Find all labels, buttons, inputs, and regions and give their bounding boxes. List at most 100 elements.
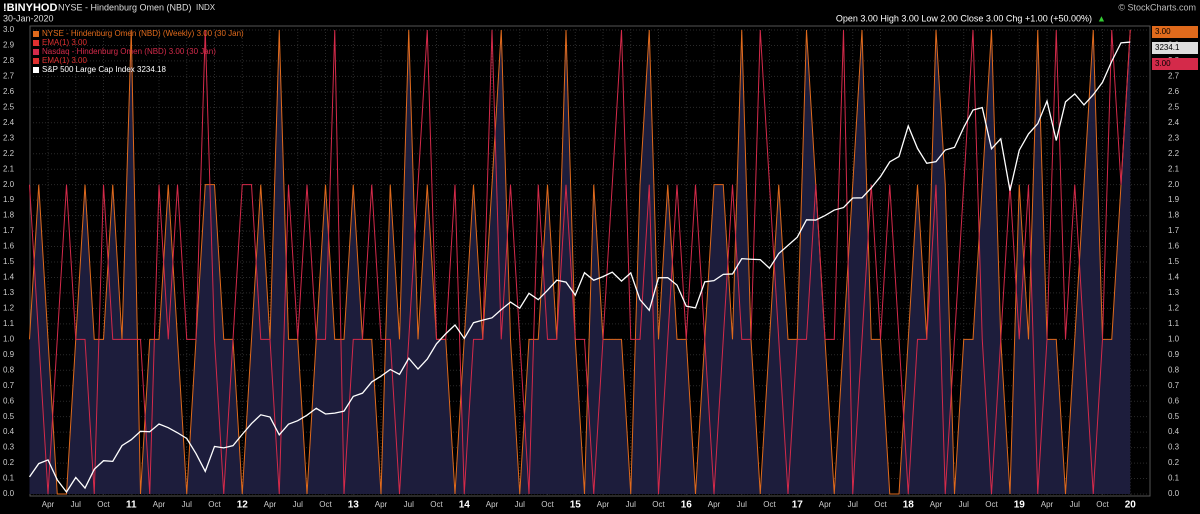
legend-swatch	[33, 58, 39, 64]
y-tick-label-right: 0.6	[1168, 396, 1180, 405]
y-tick-label: 2.3	[3, 133, 15, 142]
x-tick-label: Oct	[874, 500, 887, 509]
y-tick-label: 1.1	[3, 319, 15, 328]
date: 30-Jan-2020	[3, 13, 54, 23]
y-tick-label: 0.8	[3, 365, 15, 374]
x-tick-label: 12	[237, 500, 249, 511]
y-tick-label: 1.5	[3, 257, 15, 266]
y-tick-label-right: 1.8	[1168, 211, 1180, 220]
y-tick-label: 1.4	[3, 273, 15, 282]
credit: © StockCharts.com	[1118, 2, 1196, 12]
x-tick-label: Oct	[430, 500, 443, 509]
quote-arrow: ▲	[1097, 13, 1106, 23]
y-tick-label-right: 2.4	[1168, 118, 1180, 127]
y-tick-label-right: 0.8	[1168, 365, 1180, 374]
series-line	[28, 41, 1131, 494]
y-tick-label-right: 2.3	[1168, 133, 1180, 142]
y-tick-label: 2.2	[3, 149, 15, 158]
y-tick-label-right: 2.7	[1168, 72, 1180, 81]
y-tick-label-right: 1.1	[1168, 319, 1180, 328]
y-tick-label: 1.8	[3, 211, 15, 220]
index-name: NYSE - Hindenburg Omen (NBD)	[58, 2, 192, 12]
last-value-box	[1152, 26, 1198, 38]
x-tick-label: Apr	[42, 500, 55, 509]
x-tick-label: Jul	[404, 500, 414, 509]
y-tick-label: 3.0	[3, 25, 15, 34]
quote: Open 3.00 High 3.00 Low 2.00 Close 3.00 …	[836, 13, 1092, 23]
symbol: !BINYHOD	[3, 2, 57, 14]
last-value-box	[1152, 58, 1198, 70]
x-tick-label: Jul	[293, 500, 303, 509]
y-tick-label-right: 0.4	[1168, 427, 1180, 436]
x-tick-label: 19	[1014, 500, 1026, 511]
x-tick-label: 14	[459, 500, 471, 511]
y-tick-label-right: 0.0	[1168, 489, 1180, 498]
x-tick-label: Oct	[541, 500, 554, 509]
x-tick-label: Apr	[1041, 500, 1054, 509]
y-tick-label-right: 1.4	[1168, 273, 1180, 282]
y-tick-label: 2.1	[3, 164, 15, 173]
x-tick-label: Apr	[708, 500, 721, 509]
x-tick-label: Jul	[515, 500, 525, 509]
y-tick-label: 2.7	[3, 72, 15, 81]
x-tick-label: 16	[681, 500, 693, 511]
last-value-box	[1152, 42, 1198, 54]
x-tick-label: Apr	[819, 500, 832, 509]
x-tick-label: 11	[126, 500, 137, 511]
x-tick-label: Apr	[930, 500, 943, 509]
y-tick-label: 1.3	[3, 288, 15, 297]
legend-swatch	[33, 31, 39, 37]
x-tick-label: Oct	[97, 500, 110, 509]
y-tick-label-right: 1.9	[1168, 195, 1180, 204]
y-tick-label-right: 1.0	[1168, 334, 1180, 343]
x-tick-label: 18	[903, 500, 915, 511]
series-line	[29, 29, 1131, 495]
y-tick-label: 1.6	[3, 242, 15, 251]
x-tick-label: 20	[1125, 500, 1137, 511]
y-tick-label: 0.4	[3, 427, 15, 436]
legend-entry: NYSE - Hindenburg Omen (NBD) (Weekly) 3.…	[42, 29, 244, 38]
legend-swatch	[33, 49, 39, 55]
last-value-label: 3234.1	[1155, 43, 1180, 52]
series-line	[29, 29, 1131, 495]
x-tick-label: Oct	[652, 500, 665, 509]
x-tick-label: Oct	[763, 500, 776, 509]
y-tick-label-right: 1.3	[1168, 288, 1180, 297]
x-tick-label: 17	[792, 500, 804, 511]
y-tick-label-right: 1.6	[1168, 242, 1180, 251]
legend-entry: Nasdaq - Hindenburg Omen (NBD) 3.00 (30 …	[42, 47, 216, 56]
y-tick-label-right: 2.6	[1168, 87, 1180, 96]
x-tick-label: Jul	[848, 500, 858, 509]
y-tick-label: 2.4	[3, 118, 15, 127]
y-tick-label: 0.6	[3, 396, 15, 405]
y-tick-label-right: 2.2	[1168, 149, 1180, 158]
legend-ema: EMA(1) 3.00	[42, 56, 87, 65]
y-tick-label-right: 1.5	[1168, 257, 1180, 266]
x-tick-label: Oct	[985, 500, 998, 509]
x-tick-label: Apr	[597, 500, 610, 509]
x-tick-label: Oct	[1096, 500, 1109, 509]
y-tick-label: 0.5	[3, 412, 15, 421]
x-tick-label: Apr	[264, 500, 277, 509]
y-tick-label: 0.1	[3, 474, 15, 483]
y-tick-label-right: 1.2	[1168, 304, 1180, 313]
y-tick-label: 0.9	[3, 350, 15, 359]
y-tick-label: 1.0	[3, 334, 15, 343]
legend-swatch	[33, 67, 39, 73]
y-tick-label-right: 0.3	[1168, 443, 1180, 452]
y-tick-label: 2.9	[3, 41, 15, 50]
exchange: INDX	[196, 3, 216, 12]
y-tick-label: 2.0	[3, 180, 15, 189]
x-tick-label: Jul	[626, 500, 636, 509]
y-tick-label: 0.0	[3, 489, 15, 498]
area	[29, 30, 1131, 494]
y-tick-label-right: 1.7	[1168, 226, 1180, 235]
y-tick-label: 2.6	[3, 87, 15, 96]
y-tick-label-right: 0.2	[1168, 458, 1180, 467]
x-tick-label: 13	[348, 500, 360, 511]
last-value-label: 3.00	[1155, 59, 1171, 68]
legend-ema: EMA(1) 3.00	[42, 38, 87, 47]
y-tick-label: 1.9	[3, 195, 15, 204]
